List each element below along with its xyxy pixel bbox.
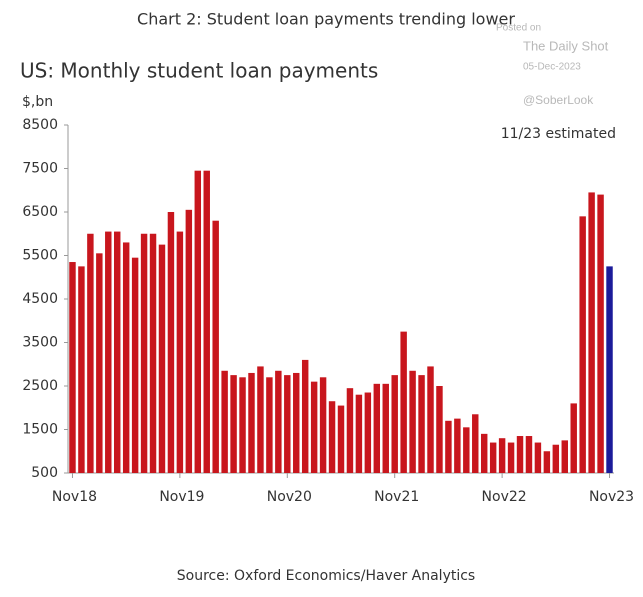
bar <box>534 442 542 473</box>
y-tick-label: 500 <box>31 465 58 481</box>
bar <box>248 372 255 473</box>
bar <box>579 216 586 473</box>
bar <box>194 170 202 474</box>
y-tick-label: 1500 <box>22 422 58 438</box>
x-tick-label: Nov19 <box>159 489 204 505</box>
annotation: 11/23 estimated <box>501 126 616 142</box>
header: Chart 2: Student loan payments trending … <box>137 10 515 29</box>
bar <box>275 370 282 473</box>
bar <box>364 392 372 473</box>
bar <box>266 377 273 473</box>
x-tick-label: Nov18 <box>52 489 97 505</box>
watermark: 05-Dec-2023 <box>523 62 581 73</box>
bar <box>418 375 425 473</box>
bar <box>122 242 130 473</box>
bar <box>239 377 246 473</box>
bar <box>221 370 228 473</box>
bar <box>203 170 210 474</box>
bar <box>96 253 103 473</box>
bar <box>516 436 524 473</box>
bar <box>463 427 470 473</box>
x-tick-label: Nov23 <box>589 489 634 505</box>
bar <box>552 444 560 473</box>
bar <box>472 414 479 473</box>
bar <box>525 436 533 473</box>
bar <box>293 372 300 473</box>
y-tick-label: 7500 <box>22 161 58 177</box>
bar <box>454 418 461 473</box>
watermark: The Daily Shot <box>523 38 609 53</box>
watermark: Posted on <box>496 23 541 34</box>
bar <box>480 433 488 473</box>
y-tick-label: 4500 <box>22 291 58 307</box>
y-tick-label: 5500 <box>22 248 58 264</box>
bar <box>382 383 389 473</box>
bar <box>445 420 452 473</box>
bar <box>489 442 497 473</box>
bar <box>230 375 237 473</box>
bar <box>257 366 264 473</box>
y-axis-label: $,bn <box>22 94 53 110</box>
bar <box>319 377 327 473</box>
y-tick-label: 6500 <box>22 204 58 220</box>
watermark: @SoberLook <box>523 93 594 107</box>
bar <box>373 383 381 473</box>
bar <box>391 375 398 473</box>
bar <box>69 262 76 473</box>
bar <box>105 231 112 473</box>
y-tick-label: 3500 <box>22 335 58 351</box>
bar <box>301 359 309 473</box>
bar <box>212 220 219 473</box>
bar <box>507 442 515 473</box>
x-tick-label: Nov20 <box>267 489 312 505</box>
bar <box>597 194 604 473</box>
bar <box>355 394 363 473</box>
bar <box>140 233 148 473</box>
bar <box>149 233 157 473</box>
bar <box>131 257 139 473</box>
y-tick-label: 8500 <box>22 117 58 133</box>
bar <box>167 212 175 473</box>
bar <box>409 370 416 473</box>
bar <box>284 375 291 473</box>
bar <box>570 403 577 473</box>
bar <box>543 451 551 473</box>
bar <box>427 366 434 473</box>
x-tick-label: Nov22 <box>482 489 527 505</box>
bar <box>78 266 85 473</box>
bar <box>87 233 94 473</box>
bar <box>114 231 121 473</box>
chart-title: US: Monthly student loan payments <box>20 59 378 83</box>
x-tick-label: Nov21 <box>374 489 419 505</box>
bar <box>561 440 568 473</box>
bar <box>185 209 193 473</box>
bar <box>158 244 166 473</box>
bar <box>400 331 407 473</box>
bar <box>176 231 184 473</box>
source: Source: Oxford Economics/Haver Analytics <box>177 568 475 584</box>
y-tick-label: 2500 <box>22 378 58 394</box>
bar <box>606 266 613 473</box>
bar <box>328 401 336 473</box>
bar <box>346 388 354 473</box>
bar <box>337 405 345 473</box>
bar <box>436 386 443 473</box>
bar <box>310 381 318 473</box>
bar <box>588 192 595 474</box>
bar <box>498 438 506 473</box>
